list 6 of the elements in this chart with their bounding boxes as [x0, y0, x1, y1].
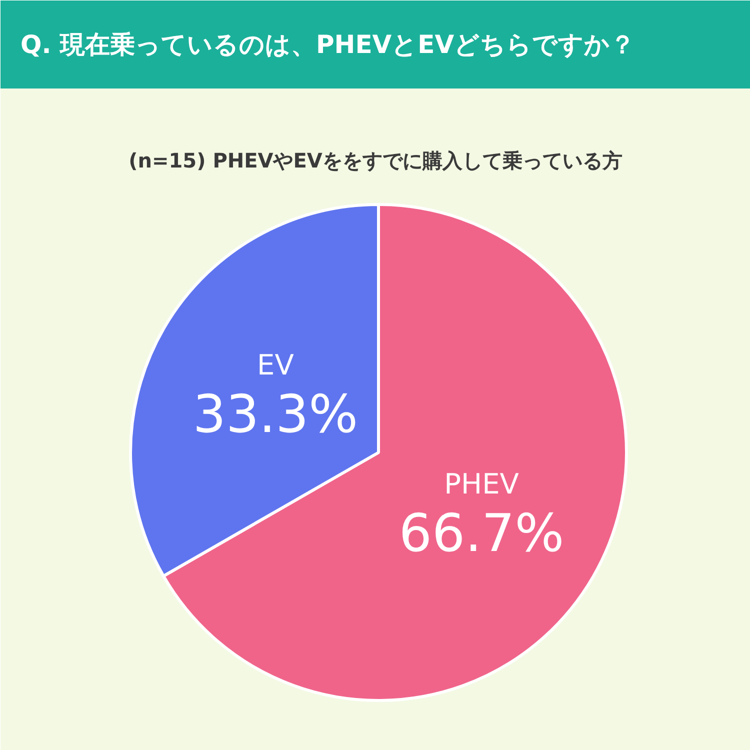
chart-title: Q. 現在乗っているのは、PHEVとEVどちらですか？ — [20, 30, 636, 59]
data-label: 66.7% — [398, 504, 564, 564]
slice-label: PHEV — [444, 468, 519, 501]
slice-label: EV — [257, 348, 294, 382]
chart-subtitle: (n=15) PHEVやEVををすでに購入して乗っている方 — [128, 148, 622, 172]
data-label: 33.3% — [192, 384, 358, 445]
